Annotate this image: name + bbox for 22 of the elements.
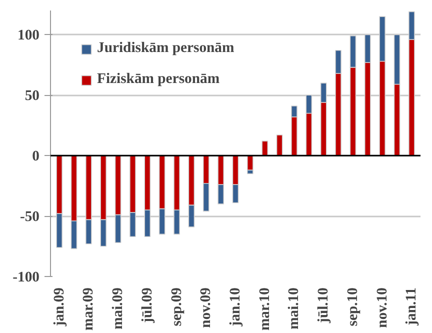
x-tick-label: mar.10	[256, 287, 273, 331]
bar	[262, 140, 268, 156]
x-tick-label: mar.09	[80, 287, 97, 331]
y-tick-label: 0	[32, 148, 40, 165]
legend-label: Fiziskām personām	[97, 71, 220, 88]
x-tick-label: mai.10	[286, 287, 302, 330]
x-tick-label: mai.09	[110, 287, 126, 330]
y-tick-label: 100	[18, 28, 40, 44]
bar	[276, 134, 283, 156]
x-tick-label: jūl.10	[316, 287, 332, 324]
legend-label: Juridiskām personām	[97, 40, 234, 57]
x-tick-label: jūl.09	[139, 287, 156, 324]
y-tick-label: -50	[20, 209, 40, 226]
x-tick-label: nov.09	[198, 287, 214, 328]
x-tick-label: jan.10	[228, 287, 244, 328]
y-tick-label: -100	[12, 270, 40, 286]
x-tick-label: jan.11	[404, 287, 420, 326]
x-tick-label: nov.10	[374, 287, 390, 328]
y-tick-label: 50	[24, 88, 40, 104]
x-tick-label: sep.09	[168, 287, 185, 326]
x-tick-label: sep.10	[344, 287, 361, 326]
x-tick-label: jan.09	[51, 287, 68, 328]
